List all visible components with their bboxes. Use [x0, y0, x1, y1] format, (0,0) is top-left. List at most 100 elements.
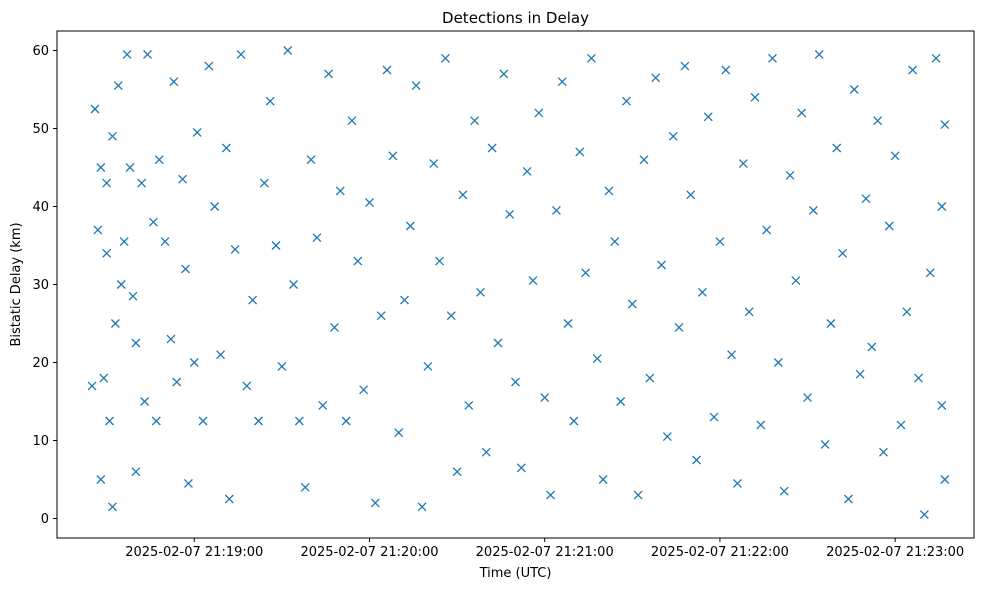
data-point-stroke	[756, 420, 766, 430]
data-point	[248, 295, 258, 305]
data-point-stroke	[160, 237, 170, 247]
data-point	[832, 143, 842, 153]
data-point-stroke	[105, 416, 115, 426]
data-point	[803, 393, 812, 403]
data-point	[119, 237, 129, 247]
data-point-stroke	[306, 155, 316, 165]
data-point	[113, 81, 123, 91]
data-point-stroke	[93, 225, 103, 235]
data-point-stroke	[122, 49, 132, 59]
x-axis-label: Time (UTC)	[479, 566, 552, 581]
data-point	[692, 455, 702, 465]
data-point-stroke	[254, 416, 263, 426]
data-point-stroke	[475, 287, 485, 297]
data-point	[376, 311, 386, 321]
data-point	[481, 447, 491, 457]
data-point	[183, 478, 193, 488]
data-point	[90, 104, 100, 114]
data-point	[347, 116, 357, 126]
data-point-stroke	[674, 322, 684, 332]
x-tick-label: 2025-02-07 21:20:00	[300, 545, 438, 560]
data-point-stroke	[166, 334, 176, 344]
data-point-stroke	[592, 354, 602, 364]
data-point-stroke	[744, 307, 754, 317]
data-point-stroke	[697, 287, 707, 297]
data-point-stroke	[283, 46, 293, 55]
data-point	[826, 319, 836, 328]
data-point-stroke	[452, 467, 462, 477]
data-point-stroke	[849, 85, 859, 94]
data-point	[470, 116, 480, 126]
data-point-stroke	[318, 400, 328, 410]
data-point	[116, 280, 126, 289]
data-point	[528, 276, 538, 286]
data-point	[762, 225, 772, 235]
data-point-stroke	[768, 53, 777, 63]
data-point	[96, 163, 106, 172]
data-point-stroke	[347, 116, 357, 126]
y-axis-label: Bistatic Delay (km)	[9, 222, 24, 346]
data-point	[791, 276, 801, 286]
data-point	[546, 490, 556, 500]
data-point-stroke	[277, 361, 287, 371]
data-point	[586, 53, 596, 63]
data-point	[137, 178, 147, 188]
data-point-stroke	[224, 494, 234, 504]
data-point	[440, 53, 450, 63]
data-point-stroke	[181, 264, 190, 274]
data-point-stroke	[522, 166, 532, 176]
data-point-stroke	[902, 307, 912, 317]
data-point	[236, 49, 246, 59]
data-point	[563, 319, 573, 328]
data-point-stroke	[128, 291, 138, 301]
data-point	[867, 342, 877, 352]
data-point	[341, 416, 351, 426]
data-point-stroke	[198, 416, 208, 426]
data-point-stroke	[750, 92, 760, 102]
data-point	[657, 260, 666, 270]
data-point-stroke	[540, 393, 550, 403]
data-point-stroke	[96, 163, 106, 172]
data-point-stroke	[686, 190, 696, 200]
data-point-stroke	[797, 108, 807, 118]
data-point	[610, 237, 620, 247]
data-point-stroke	[329, 322, 339, 332]
data-point	[312, 233, 322, 243]
data-point	[940, 475, 950, 484]
data-point-stroke	[940, 120, 950, 130]
data-point	[838, 248, 848, 258]
data-point	[732, 478, 742, 488]
data-point	[108, 502, 117, 512]
data-point	[423, 361, 433, 371]
data-point	[151, 416, 161, 426]
data-point-stroke	[464, 400, 474, 410]
data-point-stroke	[814, 49, 824, 59]
data-point-stroke	[779, 486, 789, 496]
data-point-stroke	[440, 53, 450, 63]
data-point	[820, 439, 830, 449]
data-point-stroke	[335, 186, 345, 196]
data-point-stroke	[581, 268, 591, 278]
data-point-stroke	[908, 65, 918, 75]
y-tick-label: 60	[32, 44, 49, 59]
data-point	[493, 338, 503, 348]
data-point-stroke	[633, 490, 643, 500]
y-tick-label: 40	[32, 200, 49, 215]
data-point	[522, 166, 532, 176]
data-point-stroke	[221, 143, 231, 153]
data-point-stroke	[388, 151, 398, 161]
data-point	[697, 287, 707, 297]
data-point	[756, 420, 766, 430]
data-point-stroke	[931, 53, 941, 63]
data-point-stroke	[940, 475, 950, 484]
data-point	[592, 354, 602, 364]
data-point-stroke	[429, 159, 439, 169]
x-tick-label: 2025-02-07 21:23:00	[826, 545, 964, 560]
data-point-stroke	[692, 455, 702, 465]
data-point	[855, 369, 865, 379]
data-point	[896, 420, 906, 430]
data-point-stroke	[680, 61, 690, 71]
data-point-stroke	[487, 143, 497, 153]
data-point	[727, 350, 737, 360]
